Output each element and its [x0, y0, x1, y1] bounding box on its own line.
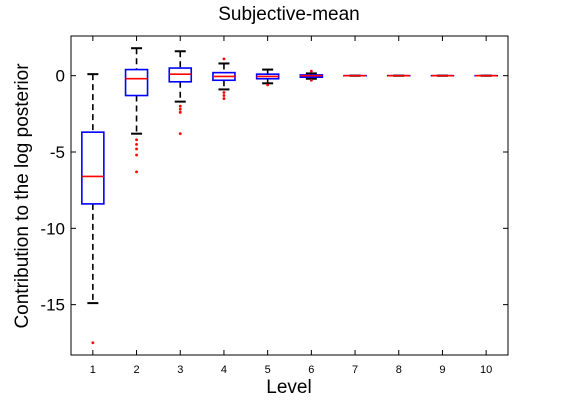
x-tick-label: 4: [221, 364, 227, 376]
x-tick-label: 1: [90, 364, 96, 376]
x-tick-label: 8: [396, 364, 402, 376]
x-tick-label: 2: [133, 364, 139, 376]
outlier-point: [222, 57, 226, 61]
outlier-point: [222, 97, 226, 100]
box-level-4: [212, 57, 236, 100]
outlier-point: [91, 341, 95, 345]
x-tick-label: 9: [439, 364, 445, 376]
x-tick-label: 7: [352, 364, 358, 376]
outlier-point: [266, 83, 270, 87]
box-level-1: [81, 73, 105, 345]
outlier-point: [135, 142, 138, 146]
outlier-point: [135, 147, 138, 151]
outlier-point: [178, 110, 182, 114]
y-axis-label: Contribution to the log posterior: [12, 63, 33, 329]
box-iqr: [124, 68, 149, 97]
box-level-5: [255, 68, 280, 87]
box-level-3: [168, 50, 193, 136]
outlier-point: [309, 69, 313, 73]
box-level-6: [299, 69, 324, 82]
x-tick-label: 3: [177, 364, 183, 376]
outlier-point: [178, 107, 182, 111]
x-tick-label: 5: [265, 364, 271, 376]
x-axis-label: Level: [266, 377, 311, 398]
outlier-point: [222, 94, 226, 97]
chart-title: Subjective-mean: [218, 4, 360, 25]
outlier-point: [178, 104, 182, 108]
outlier-point: [178, 132, 182, 136]
outlier-point: [135, 138, 138, 142]
box-level-2: [124, 47, 149, 174]
x-tick-label: 10: [480, 364, 492, 376]
plot-area: [70, 35, 509, 356]
outlier-point: [135, 170, 138, 174]
box-iqr: [81, 131, 105, 205]
y-tick-label: 0: [56, 67, 65, 86]
outlier-point: [135, 153, 138, 157]
outlier-point: [222, 91, 226, 94]
y-tick-label: -5: [50, 143, 65, 162]
x-tick-label: 6: [308, 364, 314, 376]
outlier-point: [309, 78, 313, 82]
y-tick-label: -15: [40, 296, 65, 315]
y-tick-label: -10: [40, 219, 65, 238]
